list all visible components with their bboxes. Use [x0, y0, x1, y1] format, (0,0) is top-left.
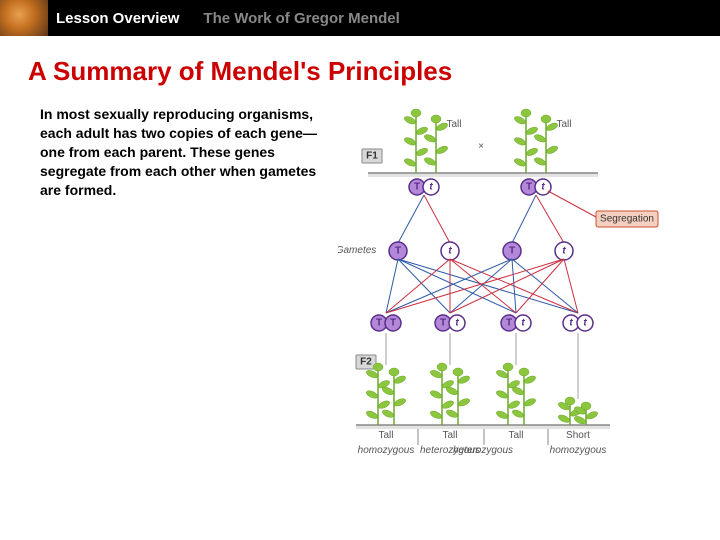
svg-text:Short: Short: [566, 430, 590, 441]
svg-text:heterozygous: heterozygous: [453, 445, 513, 456]
lesson-overview-label: Lesson Overview: [56, 10, 179, 27]
svg-text:Tall: Tall: [556, 119, 571, 130]
svg-text:T: T: [390, 318, 396, 329]
main-content: A Summary of Mendel's Principles In most…: [0, 36, 720, 495]
body-text-column: In most sexually reproducing organisms, …: [28, 105, 318, 475]
body-paragraph: In most sexually reproducing organisms, …: [40, 105, 318, 199]
svg-text:T: T: [526, 182, 532, 193]
page-title: A Summary of Mendel's Principles: [28, 56, 692, 87]
svg-text:T: T: [509, 246, 515, 257]
header-thumbnail: [0, 0, 48, 36]
segregation-diagram-svg: F1TallTall×TtTtSegregationGametesTtTtTTT…: [338, 105, 678, 475]
svg-text:T: T: [376, 318, 382, 329]
lesson-title: The Work of Gregor Mendel: [203, 10, 399, 27]
mendel-diagram: F1TallTall×TtTtSegregationGametesTtTtTTT…: [338, 105, 678, 475]
svg-text:T: T: [440, 318, 446, 329]
svg-text:homozygous: homozygous: [550, 445, 607, 456]
svg-text:homozygous: homozygous: [358, 445, 415, 456]
svg-text:T: T: [506, 318, 512, 329]
svg-text:×: ×: [478, 141, 484, 152]
svg-text:F1: F1: [366, 151, 378, 162]
header-bar: Lesson Overview The Work of Gregor Mende…: [0, 0, 720, 36]
svg-text:Gametes: Gametes: [338, 245, 376, 256]
svg-text:F2: F2: [360, 357, 372, 368]
svg-text:Tall: Tall: [378, 430, 393, 441]
svg-text:Segregation: Segregation: [600, 214, 654, 225]
svg-text:T: T: [414, 182, 420, 193]
svg-text:Tall: Tall: [442, 430, 457, 441]
svg-text:Tall: Tall: [446, 119, 461, 130]
svg-text:T: T: [395, 246, 401, 257]
svg-text:Tall: Tall: [508, 430, 523, 441]
